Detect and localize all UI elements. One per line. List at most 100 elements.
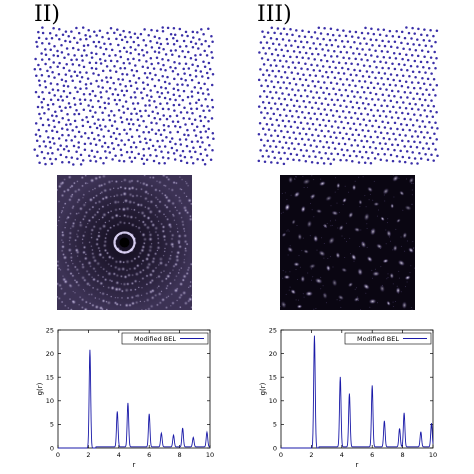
diffraction-spot [109,209,113,213]
particle [101,35,104,39]
particle [171,70,175,73]
particle [350,62,353,66]
diffraction-spot [67,306,70,310]
particle [260,111,263,114]
particle [118,98,121,102]
particle [81,124,85,128]
diffraction-spot [162,234,167,239]
particle [349,73,353,77]
particle [166,42,169,45]
particle [409,91,412,94]
particle [414,49,418,52]
particle [323,54,327,57]
particle [176,120,180,124]
diffraction-spot [169,254,173,258]
diffraction-spot [99,281,104,286]
particle [197,98,201,102]
particle [319,32,323,35]
particle [299,40,303,44]
particle [201,158,205,162]
particle [77,31,81,35]
diffraction-spot [303,249,309,254]
particle [322,37,325,41]
diffraction-spot [178,175,182,179]
diffraction-spot [90,244,93,248]
diffraction-spot [67,247,73,253]
y-tick-label: 10 [46,397,54,405]
particle [106,80,109,84]
particle [280,48,283,52]
diffraction-spot [149,219,154,224]
particle [153,116,156,120]
particle [294,39,297,43]
particle [269,117,272,121]
particle [76,41,79,44]
particle [192,146,195,150]
diffraction-spot [338,224,344,231]
diffraction-spot [130,208,133,211]
diffraction-spot [68,212,73,216]
diffraction-spot [158,199,162,204]
particle [124,35,127,39]
particle [410,81,414,84]
particle [199,119,203,123]
diffraction-spot [76,197,81,202]
particle [336,98,339,102]
particle [408,48,412,51]
diffraction-spot [159,222,164,226]
particle [281,92,284,95]
particle [142,119,145,123]
particle [351,79,355,82]
particle [194,134,198,137]
y-axis-label: g(r) [259,382,267,395]
particle [362,145,366,149]
particle [319,112,323,116]
diffraction-spot [68,239,71,242]
particle [318,123,322,127]
diffraction-spot [148,175,152,180]
y-tick-label: 25 [46,326,54,334]
diffraction-spot [137,211,141,214]
particle [285,32,289,36]
diffraction-spot [176,230,180,234]
particle [362,91,366,94]
particle [276,161,279,165]
particle [385,88,388,91]
particle [349,127,352,130]
particle [288,136,291,139]
particle [97,40,101,44]
particle [395,154,399,158]
particle [53,45,56,48]
particle [125,40,129,44]
x-tick-label: 0 [56,451,60,459]
particle [195,107,199,110]
particle [275,118,279,122]
particle [430,99,433,102]
diffraction-spot [176,227,179,230]
particle [400,84,404,88]
particle [62,90,66,93]
particle [274,145,278,149]
particle [339,158,342,162]
particle [119,83,122,86]
particle [159,68,163,71]
particle [353,41,356,44]
particle [176,130,180,134]
particle [165,102,169,105]
y-tick-label: 20 [46,350,54,358]
particle [281,38,285,41]
particle [199,53,202,57]
particle [425,88,428,91]
diffraction-spot [87,189,91,193]
diffraction-spot [133,256,137,261]
particle [199,86,203,90]
particle [39,67,42,71]
particle [56,148,60,151]
particle [152,159,156,163]
particle [138,109,142,113]
particle [147,130,151,134]
particle [161,26,164,29]
particle [144,109,147,113]
particle [47,74,51,78]
diffraction-spot [114,296,117,299]
